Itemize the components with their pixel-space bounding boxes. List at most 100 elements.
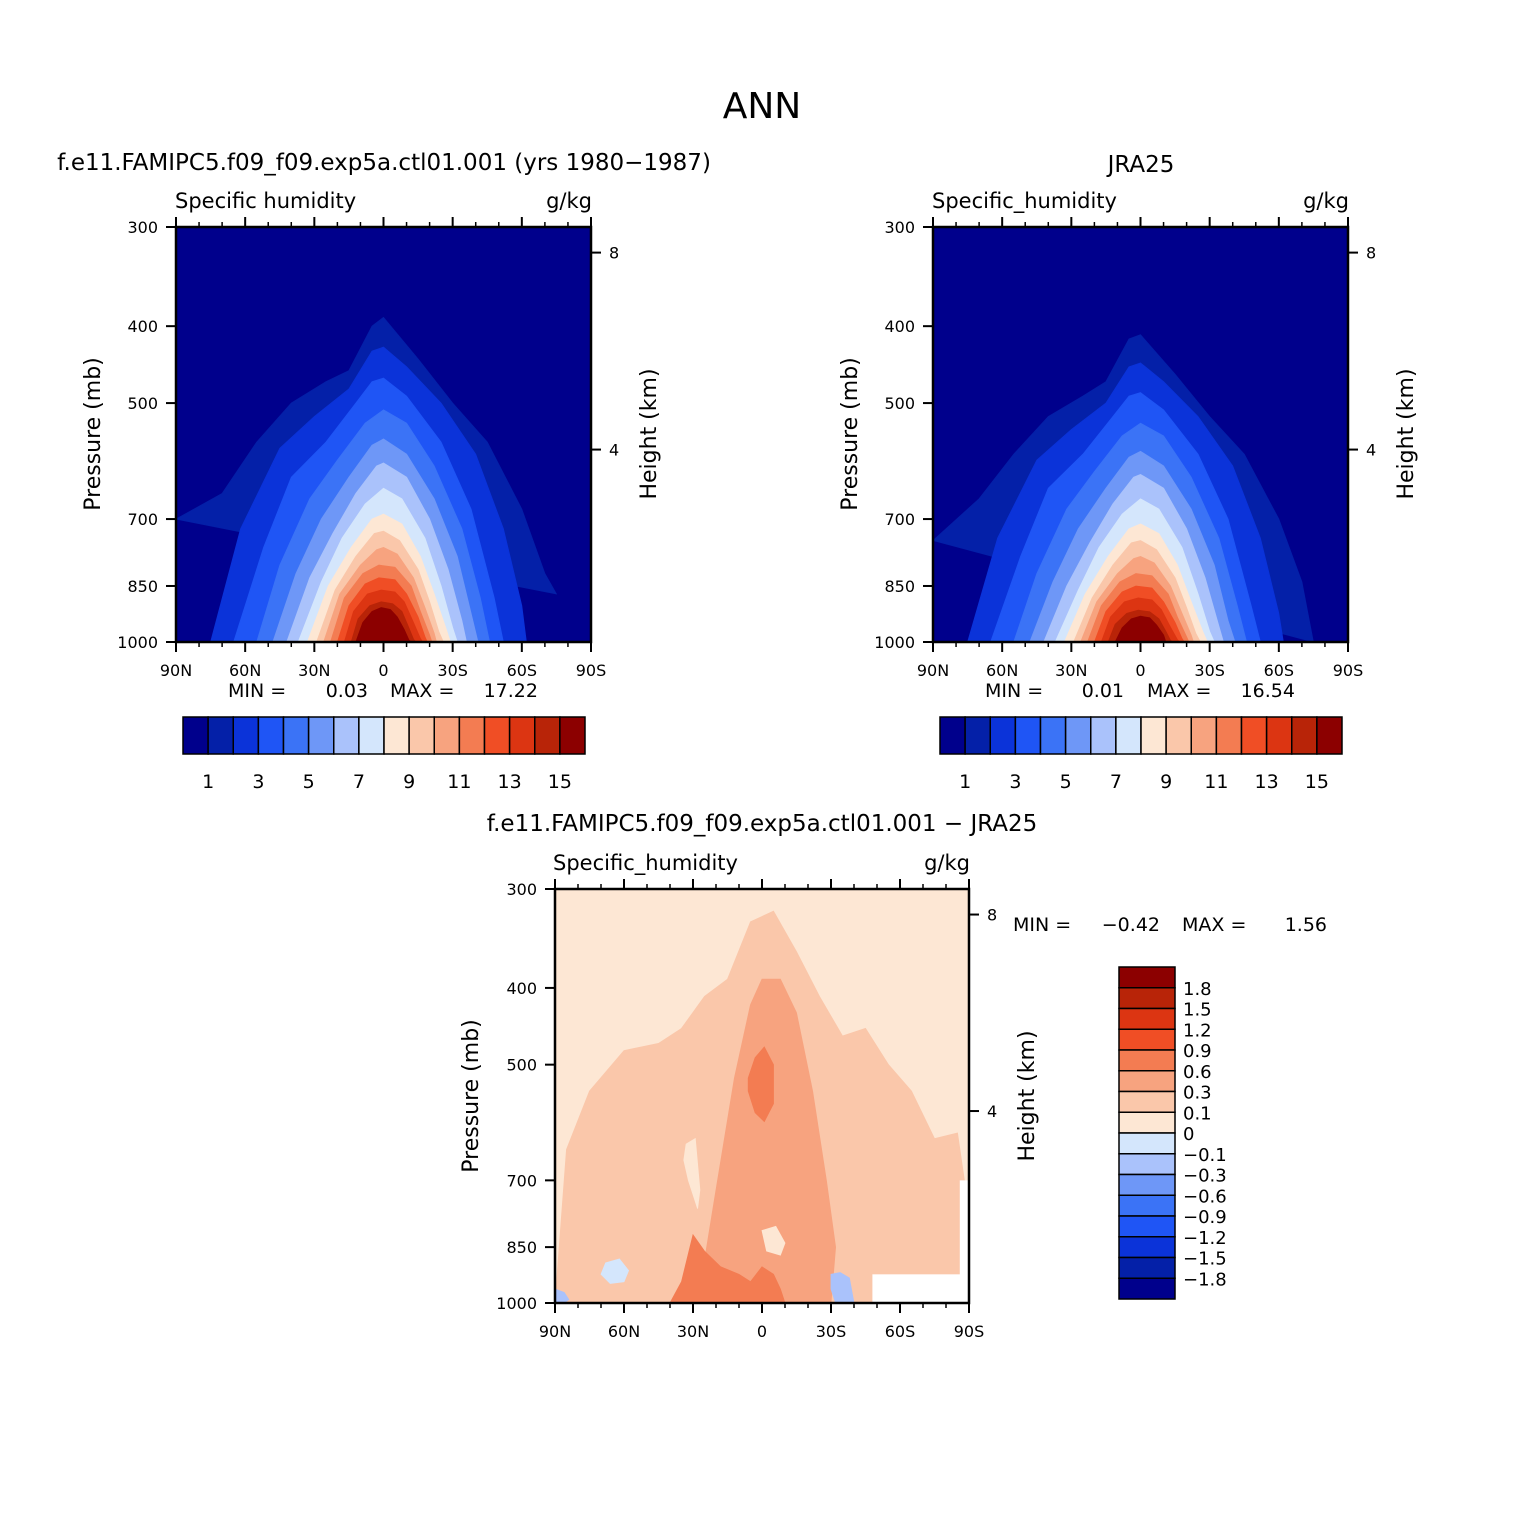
diff-y-tick-label: 850: [506, 1238, 537, 1257]
obs-colorbar-label: 13: [1255, 771, 1279, 793]
model-colorbar-box: [182, 716, 209, 755]
model-x-tick-label: 60N: [229, 661, 261, 680]
obs-colorbar: 1 3 5 7 9 11 13 15: [939, 716, 1343, 793]
model-colorbar-box: [358, 716, 385, 755]
model-colorbar-box: [257, 716, 285, 755]
obs-x-tick-label: 30N: [1055, 661, 1087, 680]
diff-colorbar-label: 0.9: [1183, 1041, 1212, 1062]
diff-contour-region-8: [830, 1272, 855, 1303]
obs-colorbar-label: 1: [959, 771, 971, 793]
obs-x-tick-label: 60N: [986, 661, 1018, 680]
obs-max-value: 16.54: [1241, 680, 1295, 702]
model-colorbar-box: [483, 716, 511, 755]
model-min-label: MIN =: [228, 680, 286, 702]
diff-y-tick-label: 300: [506, 880, 537, 899]
model-y-axis-label: Pressure (mb): [81, 357, 106, 511]
model-max-value: 17.22: [484, 680, 538, 702]
obs-y2-tick-label: 4: [1366, 441, 1376, 460]
model-colorbar-box: [458, 716, 486, 755]
model-x-tick-label: 30N: [298, 661, 330, 680]
diff-y-tick-label: 1000: [496, 1294, 537, 1313]
diff-y2-tick-label: 8: [987, 906, 997, 925]
model-y-tick-label: 700: [127, 510, 158, 529]
diff-x-tick-label: 30N: [677, 1322, 709, 1341]
obs-colorbar-box: [939, 716, 966, 755]
obs-y-tick-label: 1000: [874, 633, 915, 652]
obs-max-label: MAX =: [1147, 680, 1211, 702]
diff-colorbar-label: 1.5: [1183, 1000, 1212, 1021]
obs-colorbar-box: [1039, 716, 1067, 755]
diff-colorbar-label: 1.2: [1183, 1020, 1212, 1041]
model-y-tick-label: 400: [127, 317, 158, 336]
diff-contour-region-6: [683, 1137, 701, 1209]
obs-colorbar-box: [964, 716, 991, 755]
obs-y2-axis-label: Height (km): [1394, 368, 1419, 499]
diff-colorbar-label: 1.8: [1183, 979, 1212, 1000]
diff-colorbar-box: [1118, 1090, 1176, 1113]
obs-colorbar-label: 9: [1160, 771, 1172, 793]
obs-panel-title: JRA25: [1106, 152, 1175, 178]
diff-y-tick-label: 700: [506, 1171, 537, 1190]
diff-y-axis-label: Pressure (mb): [459, 1019, 484, 1173]
diff-colorbar-label: 0.3: [1183, 1083, 1212, 1104]
diff-missing-data-1: [959, 1180, 969, 1303]
obs-min-value: 0.01: [1082, 680, 1124, 702]
diff-colorbar-box: [1118, 1277, 1176, 1300]
obs-contour-band-15: [1114, 615, 1167, 642]
diff-min-value: −0.42: [1102, 914, 1160, 936]
obs-x-tick-label: 60S: [1264, 661, 1295, 680]
obs-units-label: g/kg: [1303, 189, 1349, 213]
obs-x-tick-label: 90N: [917, 661, 949, 680]
obs-colorbar-box: [1115, 716, 1142, 755]
model-colorbar-box: [232, 716, 260, 755]
model-min-value: 0.03: [326, 680, 368, 702]
obs-colorbar-box: [1240, 716, 1268, 755]
diff-colorbar-label: −1.2: [1183, 1228, 1227, 1249]
diff-x-tick-label: 0: [757, 1322, 767, 1341]
diff-variable-label: Specific_humidity: [553, 851, 738, 876]
diff-max-label: MAX =: [1182, 914, 1246, 936]
diff-panel-title: f.e11.FAMIPC5.f09_f09.exp5a.ctl01.001 − …: [487, 811, 1038, 837]
obs-colorbar-label: 7: [1110, 771, 1122, 793]
diff-colorbar-box: [1118, 1215, 1176, 1238]
obs-x-tick-label: 90S: [1333, 661, 1364, 680]
obs-colorbar-label: 3: [1009, 771, 1021, 793]
model-colorbar-label: 15: [548, 771, 572, 793]
diff-plot-area: 90N 60N 30N 0 30S 60S 90S 300 400 500 700 850 1000 8 4: [496, 879, 997, 1341]
diff-colorbar-box: [1118, 987, 1176, 1010]
diff-contours: [555, 889, 969, 1303]
model-y2-tick-label: 4: [609, 441, 619, 460]
figure-title: ANN: [723, 86, 802, 127]
diff-colorbar-label: 0: [1183, 1124, 1194, 1145]
model-colorbar-box: [307, 716, 335, 755]
diff-panel: f.e11.FAMIPC5.f09_f09.exp5a.ctl01.001 − …: [459, 811, 1327, 1341]
model-colorbar-box: [383, 716, 410, 755]
model-colorbar-label: 3: [252, 771, 264, 793]
diff-colorbar-box: [1118, 1173, 1176, 1196]
obs-variable-label: Specific_humidity: [932, 189, 1117, 214]
diff-colorbar-label: −0.9: [1183, 1207, 1227, 1228]
obs-y-tick-label: 400: [884, 317, 915, 336]
diff-contour-region-7: [600, 1258, 630, 1284]
diff-colorbar-label: −1.5: [1183, 1249, 1227, 1270]
obs-panel: JRA25 Specific_humidity g/kg 90N 60N 30N 0 3…: [838, 152, 1419, 793]
model-colorbar-box: [207, 716, 234, 755]
model-colorbar-box: [282, 716, 310, 755]
diff-x-tick-label: 30S: [816, 1322, 847, 1341]
model-y-tick-label: 1000: [117, 633, 158, 652]
diff-y2-tick-label: 4: [987, 1102, 997, 1121]
diff-y-tick-label: 400: [506, 979, 537, 998]
obs-colorbar-box: [989, 716, 1017, 755]
diff-colorbar-box: [1118, 1153, 1176, 1176]
diff-contour-region-4: [669, 1233, 786, 1303]
model-x-tick-label: 0: [378, 661, 388, 680]
model-colorbar: 1 3 5 7 9 11 13 15: [182, 716, 586, 793]
diff-colorbar-label: 0.6: [1183, 1062, 1212, 1083]
obs-colorbar-label: 15: [1305, 771, 1329, 793]
obs-colorbar-box: [1316, 716, 1343, 755]
model-variable-label: Specific humidity: [175, 189, 356, 213]
diff-missing-data-0: [872, 1274, 969, 1303]
obs-y-axis-label: Pressure (mb): [838, 357, 863, 511]
model-x-tick-label: 60S: [507, 661, 538, 680]
